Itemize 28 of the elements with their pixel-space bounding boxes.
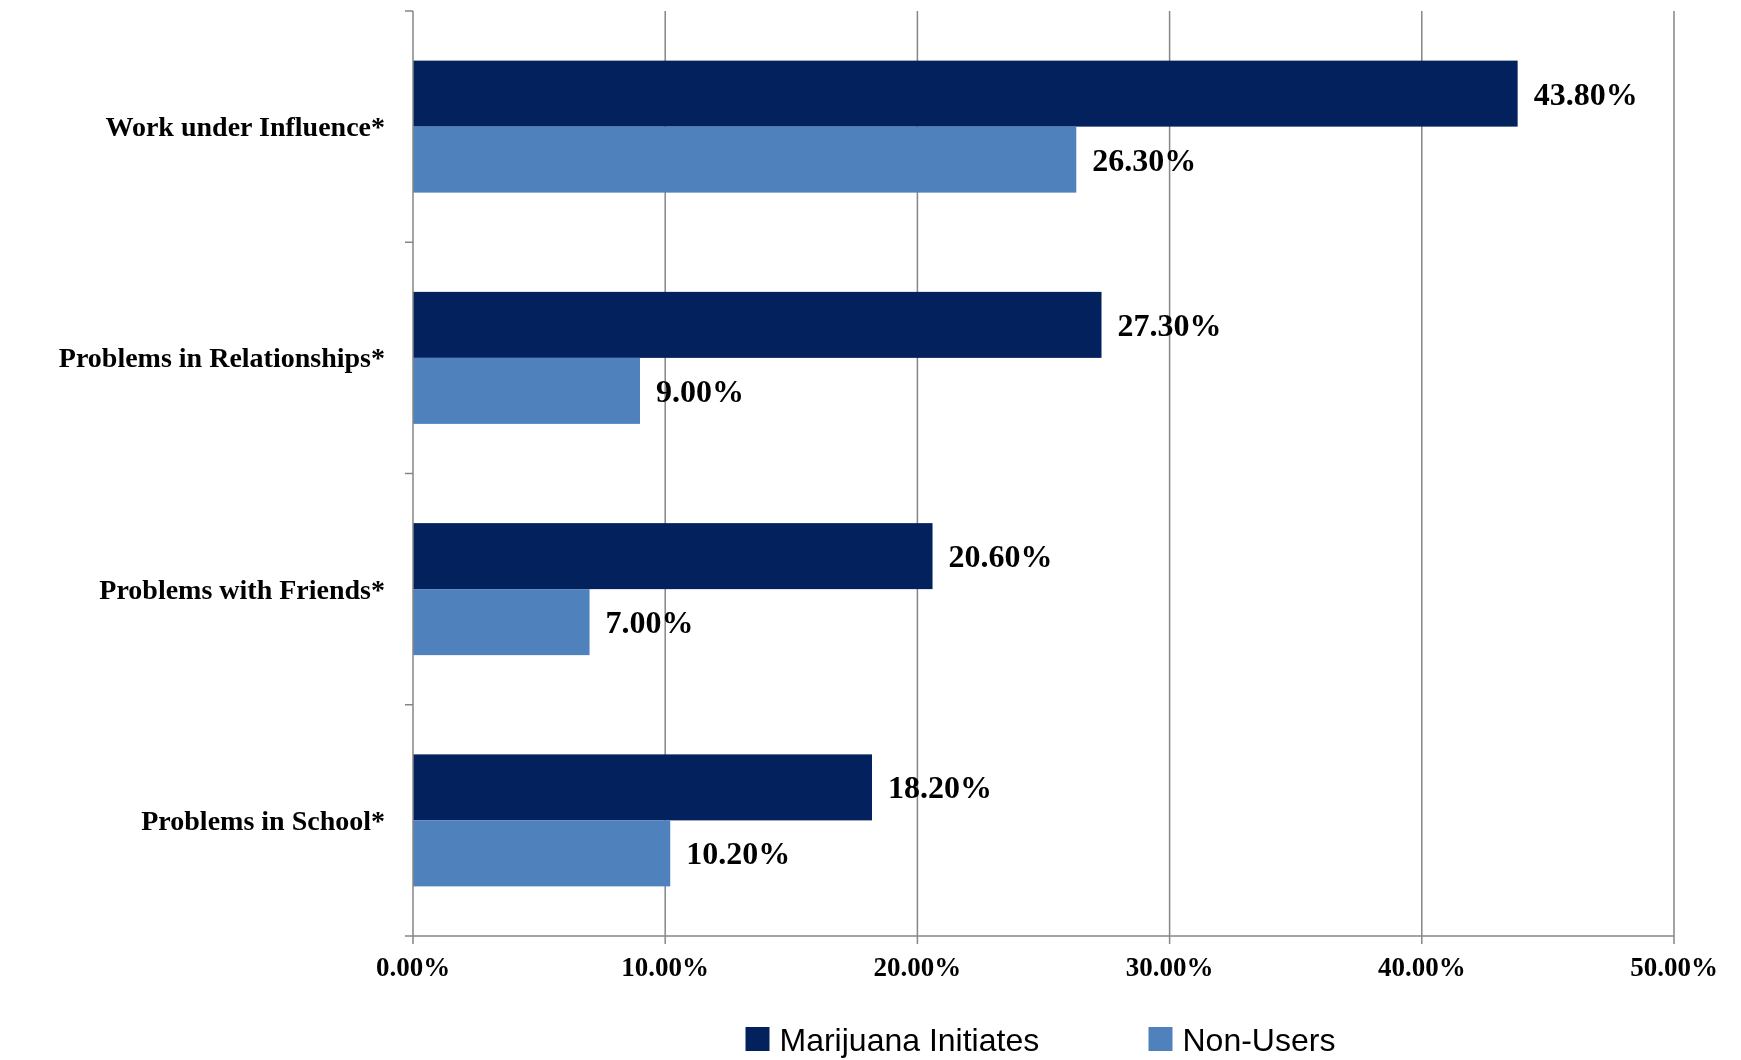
y-tick-label: Problems with Friends*: [99, 573, 385, 605]
x-tick-label: 50.00%: [1630, 952, 1718, 982]
data-label: 20.60%: [948, 538, 1053, 575]
data-label: 10.20%: [686, 835, 791, 872]
y-tick-label: Problems in Relationships*: [58, 342, 385, 374]
bar: [413, 291, 1102, 358]
data-label: 27.30%: [1117, 306, 1222, 343]
x-tick-label: 30.00%: [1125, 952, 1214, 982]
legend-label: Non-Users: [1182, 1022, 1336, 1058]
x-tick-label: 20.00%: [873, 952, 962, 982]
bar: [413, 357, 640, 424]
x-tick-label: 10.00%: [621, 952, 710, 982]
bar: [413, 523, 933, 590]
bar: [413, 820, 671, 887]
x-tick-label: 40.00%: [1377, 952, 1466, 982]
bar: [413, 126, 1077, 193]
bar: [413, 589, 590, 656]
data-label: 7.00%: [605, 604, 694, 641]
x-tick-label: 0.00%: [375, 952, 451, 982]
data-label: 18.20%: [888, 769, 992, 806]
bar: [413, 60, 1518, 127]
y-tick-label: Work under Influence*: [105, 111, 385, 143]
bar: [413, 754, 872, 821]
data-label: 26.30%: [1092, 141, 1197, 178]
data-label: 43.80%: [1533, 75, 1638, 112]
y-tick-label: Problems in School*: [141, 804, 385, 836]
legend-label: Marijuana Initiates: [779, 1022, 1040, 1058]
data-label: 9.00%: [655, 372, 744, 409]
